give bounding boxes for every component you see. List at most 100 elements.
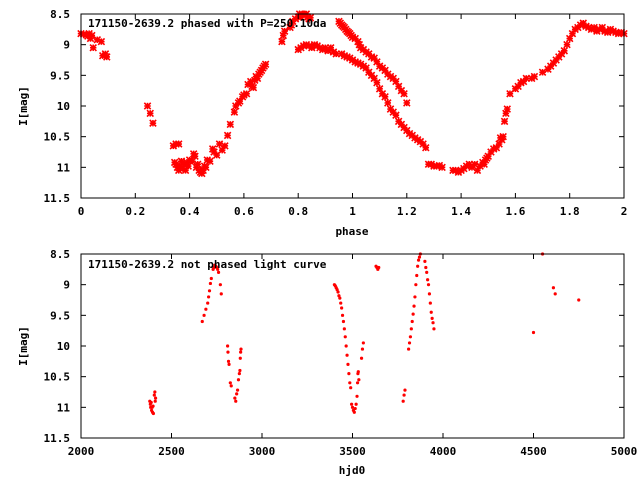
unphased-data-point [153, 399, 157, 403]
phased-axis-ticks: 0 0.2 0.4 0.6 0.8 1 1.2 1.4 1.6 1.8 2 8.5 9 9.5 10 10.5… [44, 8, 628, 218]
unphased-data-point [359, 356, 364, 360]
phased-data-point [193, 160, 202, 169]
phased-x-tick-label: 0.4 [180, 205, 200, 218]
phased-x-tick-label: 1.4 [451, 205, 471, 218]
unphased-data-points [148, 252, 581, 416]
phased-y-tick-label: 11 [57, 161, 71, 174]
unphased-data-point [432, 327, 436, 331]
unphased-data-point [339, 301, 343, 305]
unphased-data-point [152, 393, 156, 397]
phased-x-axis-label: phase [335, 225, 368, 238]
unphased-data-point [412, 304, 416, 308]
unphased-data-point [209, 276, 213, 281]
unphased-data-point [218, 283, 222, 287]
unphased-data-point [407, 341, 412, 345]
unphased-data-point [342, 327, 346, 331]
unphased-data-point [226, 344, 230, 348]
phased-data-point [373, 78, 381, 87]
phased-data-point [215, 140, 224, 148]
unphased-data-point [431, 321, 435, 325]
unphased-panel: 2000 2500 3000 3500 4000 4500 5000 8.5 9 9.5 10 10.… [17, 248, 637, 477]
unphased-data-point [226, 359, 231, 363]
phased-data-point [174, 140, 183, 148]
unphased-data-point [345, 353, 349, 357]
unphased-data-point [355, 381, 360, 385]
unphased-data-point [577, 298, 581, 302]
unphased-y-tick-label: 10.5 [44, 371, 71, 384]
unphased-chart-title: 171150-2639.2 not phased light curve [88, 258, 327, 271]
unphased-data-point [347, 372, 351, 376]
unphased-data-point [428, 301, 432, 305]
phased-data-point [381, 93, 389, 101]
phased-x-tick-label: 0.6 [234, 205, 254, 218]
unphased-data-point [204, 307, 208, 311]
unphased-data-point [403, 388, 407, 392]
unphased-data-point [207, 289, 212, 293]
phased-data-point [206, 157, 214, 165]
unphased-data-point [238, 368, 242, 373]
unphased-y-tick-label: 9.5 [50, 309, 70, 322]
phased-data-point [563, 40, 571, 49]
phased-data-point [97, 37, 106, 46]
unphased-data-point [340, 306, 344, 310]
unphased-y-axis-label: I[mag] [17, 326, 30, 366]
unphased-data-point [149, 400, 153, 405]
unphased-data-point [228, 381, 232, 385]
phased-data-point [89, 43, 97, 52]
unphased-data-point [409, 327, 413, 331]
phased-data-point [143, 102, 152, 110]
unphased-data-point [377, 265, 381, 270]
unphased-data-point [408, 335, 413, 339]
unphased-x-tick-label: 4000 [430, 445, 457, 458]
phased-y-axis-label: I[mag] [17, 86, 30, 126]
unphased-data-point [338, 296, 342, 300]
unphased-data-point [219, 292, 223, 296]
phased-data-point [86, 34, 95, 43]
unphased-data-point [216, 267, 220, 271]
phased-y-tick-label: 11.5 [44, 192, 71, 205]
unphased-data-point [401, 399, 405, 403]
unphased-data-point [426, 283, 431, 287]
unphased-data-point [239, 347, 243, 351]
phased-x-tick-label: 2 [621, 205, 628, 218]
phased-data-point [191, 152, 199, 161]
unphased-data-point [352, 410, 356, 414]
phased-data-point [242, 89, 251, 98]
phased-data-point [261, 60, 270, 69]
unphased-x-tick-label: 4500 [520, 445, 547, 458]
unphased-data-point [349, 386, 353, 390]
unphased-data-point [346, 362, 350, 366]
unphased-data-point [416, 264, 420, 268]
phased-data-point [500, 117, 509, 126]
unphased-data-point [344, 344, 348, 348]
phased-data-point [202, 163, 210, 172]
unphased-data-point [348, 381, 352, 385]
unphased-y-tick-label: 9 [63, 279, 70, 292]
unphased-y-tick-label: 8.5 [50, 248, 70, 261]
unphased-data-point [355, 394, 359, 398]
phased-data-point [438, 163, 446, 172]
unphased-data-point [353, 406, 357, 411]
phased-x-tick-label: 0 [78, 205, 85, 218]
unphased-data-point [234, 399, 238, 403]
phased-data-point [306, 13, 315, 22]
unphased-data-point [227, 362, 231, 366]
unphased-data-point [229, 384, 233, 388]
unphased-data-point [413, 295, 417, 299]
unphased-data-point [429, 310, 433, 314]
phased-x-tick-label: 1.2 [397, 205, 417, 218]
unphased-data-point [423, 259, 427, 263]
unphased-y-tick-label: 10 [57, 340, 70, 353]
phased-panel: 0 0.2 0.4 0.6 0.8 1 1.2 1.4 1.6 1.8 2 8.5 9 9.5 10 10.5… [17, 8, 628, 238]
unphased-y-tick-label: 11.5 [44, 432, 71, 445]
unphased-data-point [357, 378, 361, 382]
unphased-data-point [239, 350, 243, 354]
unphased-data-point [350, 405, 355, 409]
unphased-data-point [426, 278, 430, 282]
phased-x-tick-label: 0.8 [288, 205, 308, 218]
unphased-data-point [208, 281, 213, 286]
unphased-x-tick-label: 3500 [339, 445, 366, 458]
unphased-data-point [335, 287, 339, 292]
unphased-data-point [200, 319, 204, 324]
